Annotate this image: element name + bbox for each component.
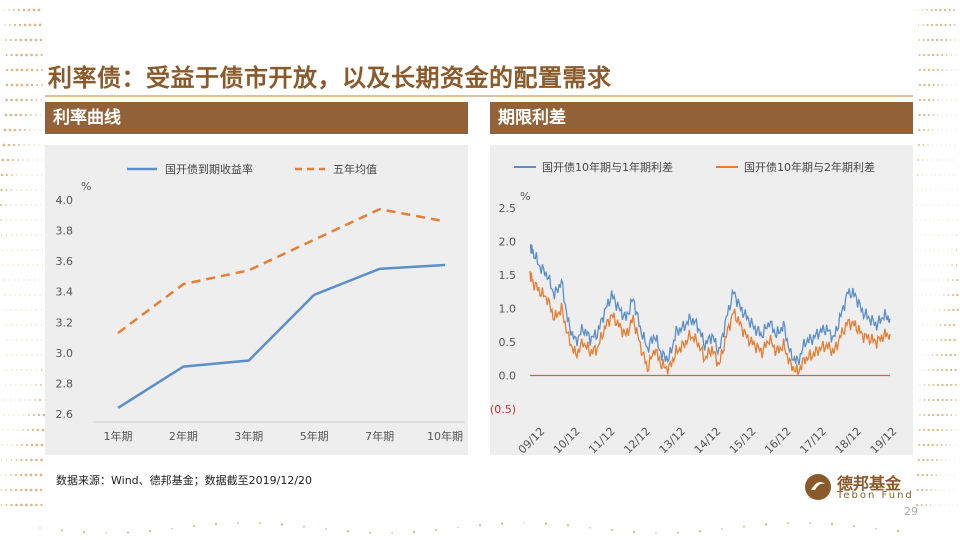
logo-chinese-name: 德邦基金 (837, 474, 902, 493)
y-tick-label: 0.0 (499, 370, 517, 383)
y-tick-label: 2.8 (56, 377, 74, 390)
term-spread-chart-panel: % (0.5) 0.0 0.5 1.0 1.5 2.0 2.5 09/12 10/12 11/12 1… (490, 145, 913, 455)
x-tick-label: 12/12 (621, 425, 653, 455)
x-tick-label: 1年期 (104, 429, 133, 443)
section-header-term-spread: 期限利差 (490, 102, 913, 134)
y-tick-label: 4.0 (56, 194, 74, 207)
logo-mark-icon (805, 474, 831, 500)
x-tick-label: 15/12 (727, 425, 759, 455)
y-tick-label: 3.0 (56, 347, 74, 360)
x-tick-label: 10年期 (427, 429, 463, 443)
y-tick-label: 2.5 (499, 202, 517, 215)
y-axis-unit-label: % (520, 190, 530, 203)
legend-label-0: 国开债10年期与1年期利差 (542, 160, 673, 174)
x-tick-label: 2年期 (169, 429, 198, 443)
x-tick-label: 16/12 (762, 425, 794, 455)
title-underline (45, 95, 913, 97)
series-line-1 (529, 271, 891, 377)
y-tick-label: 1.0 (499, 303, 517, 316)
y-tick-label: 3.4 (56, 286, 74, 299)
legend-label-1: 国开债10年期与2年期利差 (744, 160, 875, 174)
x-tick-label: 09/12 (516, 425, 548, 455)
x-tick-label: 18/12 (833, 425, 865, 455)
slide-title: 利率债：受益于债市开放，以及长期资金的配置需求 (48, 64, 612, 92)
section-header-yield-curve: 利率曲线 (45, 102, 468, 134)
x-tick-label: 17/12 (797, 425, 829, 455)
y-tick-label: 3.6 (56, 255, 74, 268)
legend-label-0: 国开债到期收益率 (165, 162, 253, 176)
company-logo: 德邦基金 Tebon Fund (803, 470, 928, 506)
series-line-0 (117, 263, 446, 409)
yield-curve-chart-panel: % 2.6 2.8 3.0 3.2 3.4 3.6 3.8 4.0 1年期 2年期 3年期 5年期 7年期… (45, 145, 468, 455)
data-source-note: 数据来源：Wind、德邦基金；数据截至2019/12/20 (56, 474, 313, 487)
y-tick-label: 2.6 (56, 408, 74, 421)
yield-curve-chart: % 2.6 2.8 3.0 3.2 3.4 3.6 3.8 4.0 1年期 2年期 3年期 5年期 7年期… (56, 162, 465, 443)
series-line-0 (529, 244, 891, 365)
y-tick-label: 3.8 (56, 225, 74, 238)
x-tick-label: 13/12 (657, 425, 689, 455)
term-spread-chart: %(0.5)0.00.51.01.52.02.509/12 10/12 11/12 1… (490, 160, 900, 455)
series-line-1 (117, 207, 446, 335)
x-tick-label: 7年期 (365, 429, 394, 443)
y-tick-label: (0.5) (490, 403, 516, 416)
logo-english-name: Tebon Fund (837, 490, 914, 501)
y-axis-unit-label: % (81, 180, 91, 193)
x-tick-label: 5年期 (300, 429, 329, 443)
legend-label-1: 五年均值 (333, 162, 377, 176)
x-tick-label: 11/12 (586, 425, 618, 455)
x-tick-label: 3年期 (234, 429, 263, 443)
y-tick-label: 2.0 (499, 236, 517, 249)
x-tick-label: 10/12 (551, 425, 583, 455)
page-number: 29 (904, 505, 918, 518)
y-tick-label: 1.5 (499, 269, 517, 282)
x-tick-label: 14/12 (692, 425, 724, 455)
y-tick-label: 0.5 (499, 336, 517, 349)
x-tick-label: 19/12 (868, 425, 900, 455)
y-tick-label: 3.2 (56, 316, 74, 329)
